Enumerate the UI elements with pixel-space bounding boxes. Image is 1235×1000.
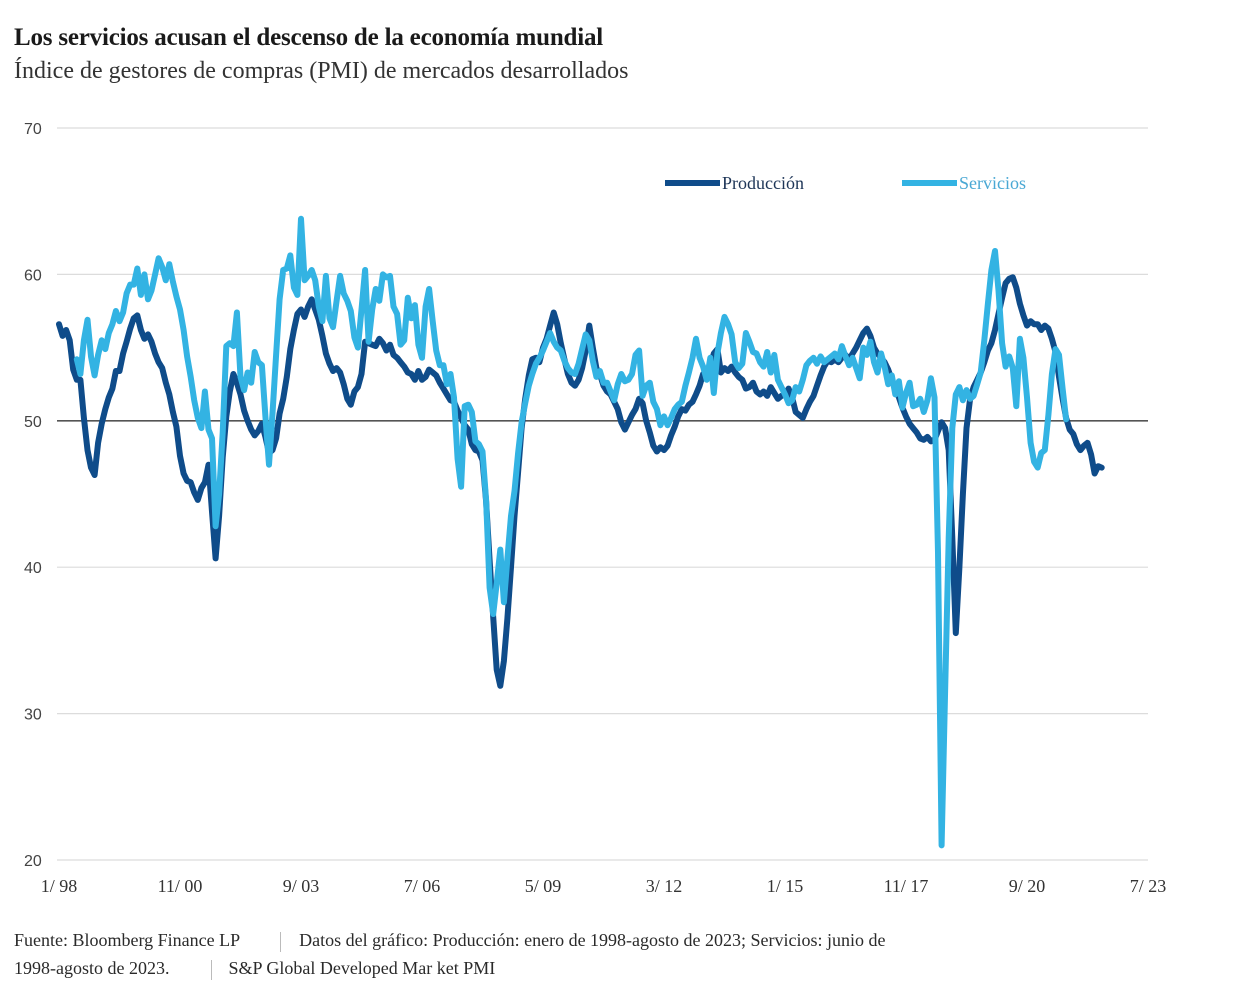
chart-footer: Fuente: Bloomberg Finance LP Datos del gr… — [14, 926, 1094, 982]
chart-title: Los servicios acusan el descenso de la e… — [14, 24, 604, 51]
y-tick-label: 40 — [24, 560, 42, 577]
x-tick-label: 3/ 12 — [646, 876, 683, 896]
x-tick-label: 11/ 17 — [884, 876, 929, 896]
y-tick-label: 70 — [24, 121, 42, 138]
x-axis-ticks: 1/ 98 11/ 00 9/ 03 7/ 06 5/ 09 3/ 12 1/ 15 11/ … — [41, 876, 1167, 896]
series-line-produccion — [56, 274, 1105, 689]
x-tick-label: 9/ 03 — [283, 876, 320, 896]
x-tick-label: 11/ 00 — [158, 876, 203, 896]
y-axis-ticks: 70 60 50 40 30 20 — [24, 121, 42, 870]
pmi-line-chart: 70 60 50 40 30 20 1/ 98 11/ 00 9/ 03 7/ 06 5/ 09 3… — [24, 121, 1167, 896]
y-tick-label: 50 — [24, 414, 42, 431]
x-tick-label: 7/ 23 — [1130, 876, 1167, 896]
y-tick-label: 60 — [24, 267, 42, 284]
y-tick-label: 30 — [24, 707, 42, 724]
legend-label: Servicios — [959, 173, 1026, 193]
index-name: S&P Global Developed Mar ket PMI — [228, 958, 496, 978]
x-tick-label: 1/ 15 — [767, 876, 804, 896]
source-note: Fuente: Bloomberg Finance LP — [14, 930, 241, 950]
x-tick-label: 1/ 98 — [41, 876, 78, 896]
separator — [280, 931, 282, 952]
data-note: Datos del gráfico: Producción: enero de … — [299, 930, 886, 950]
series-line-servicios — [73, 215, 1070, 849]
x-tick-label: 5/ 09 — [525, 876, 562, 896]
legend: Producción Servicios — [665, 173, 1026, 193]
separator — [211, 959, 213, 980]
chart-subtitle: Índice de gestores de compras (PMI) de m… — [14, 58, 629, 84]
x-tick-label: 7/ 06 — [404, 876, 441, 896]
x-tick-label: 9/ 20 — [1009, 876, 1046, 896]
y-tick-label: 20 — [24, 853, 42, 870]
series-lines — [56, 215, 1105, 849]
legend-label: Producción — [722, 173, 804, 193]
data-note-cont: 1998-agosto de 2023. — [14, 958, 170, 978]
